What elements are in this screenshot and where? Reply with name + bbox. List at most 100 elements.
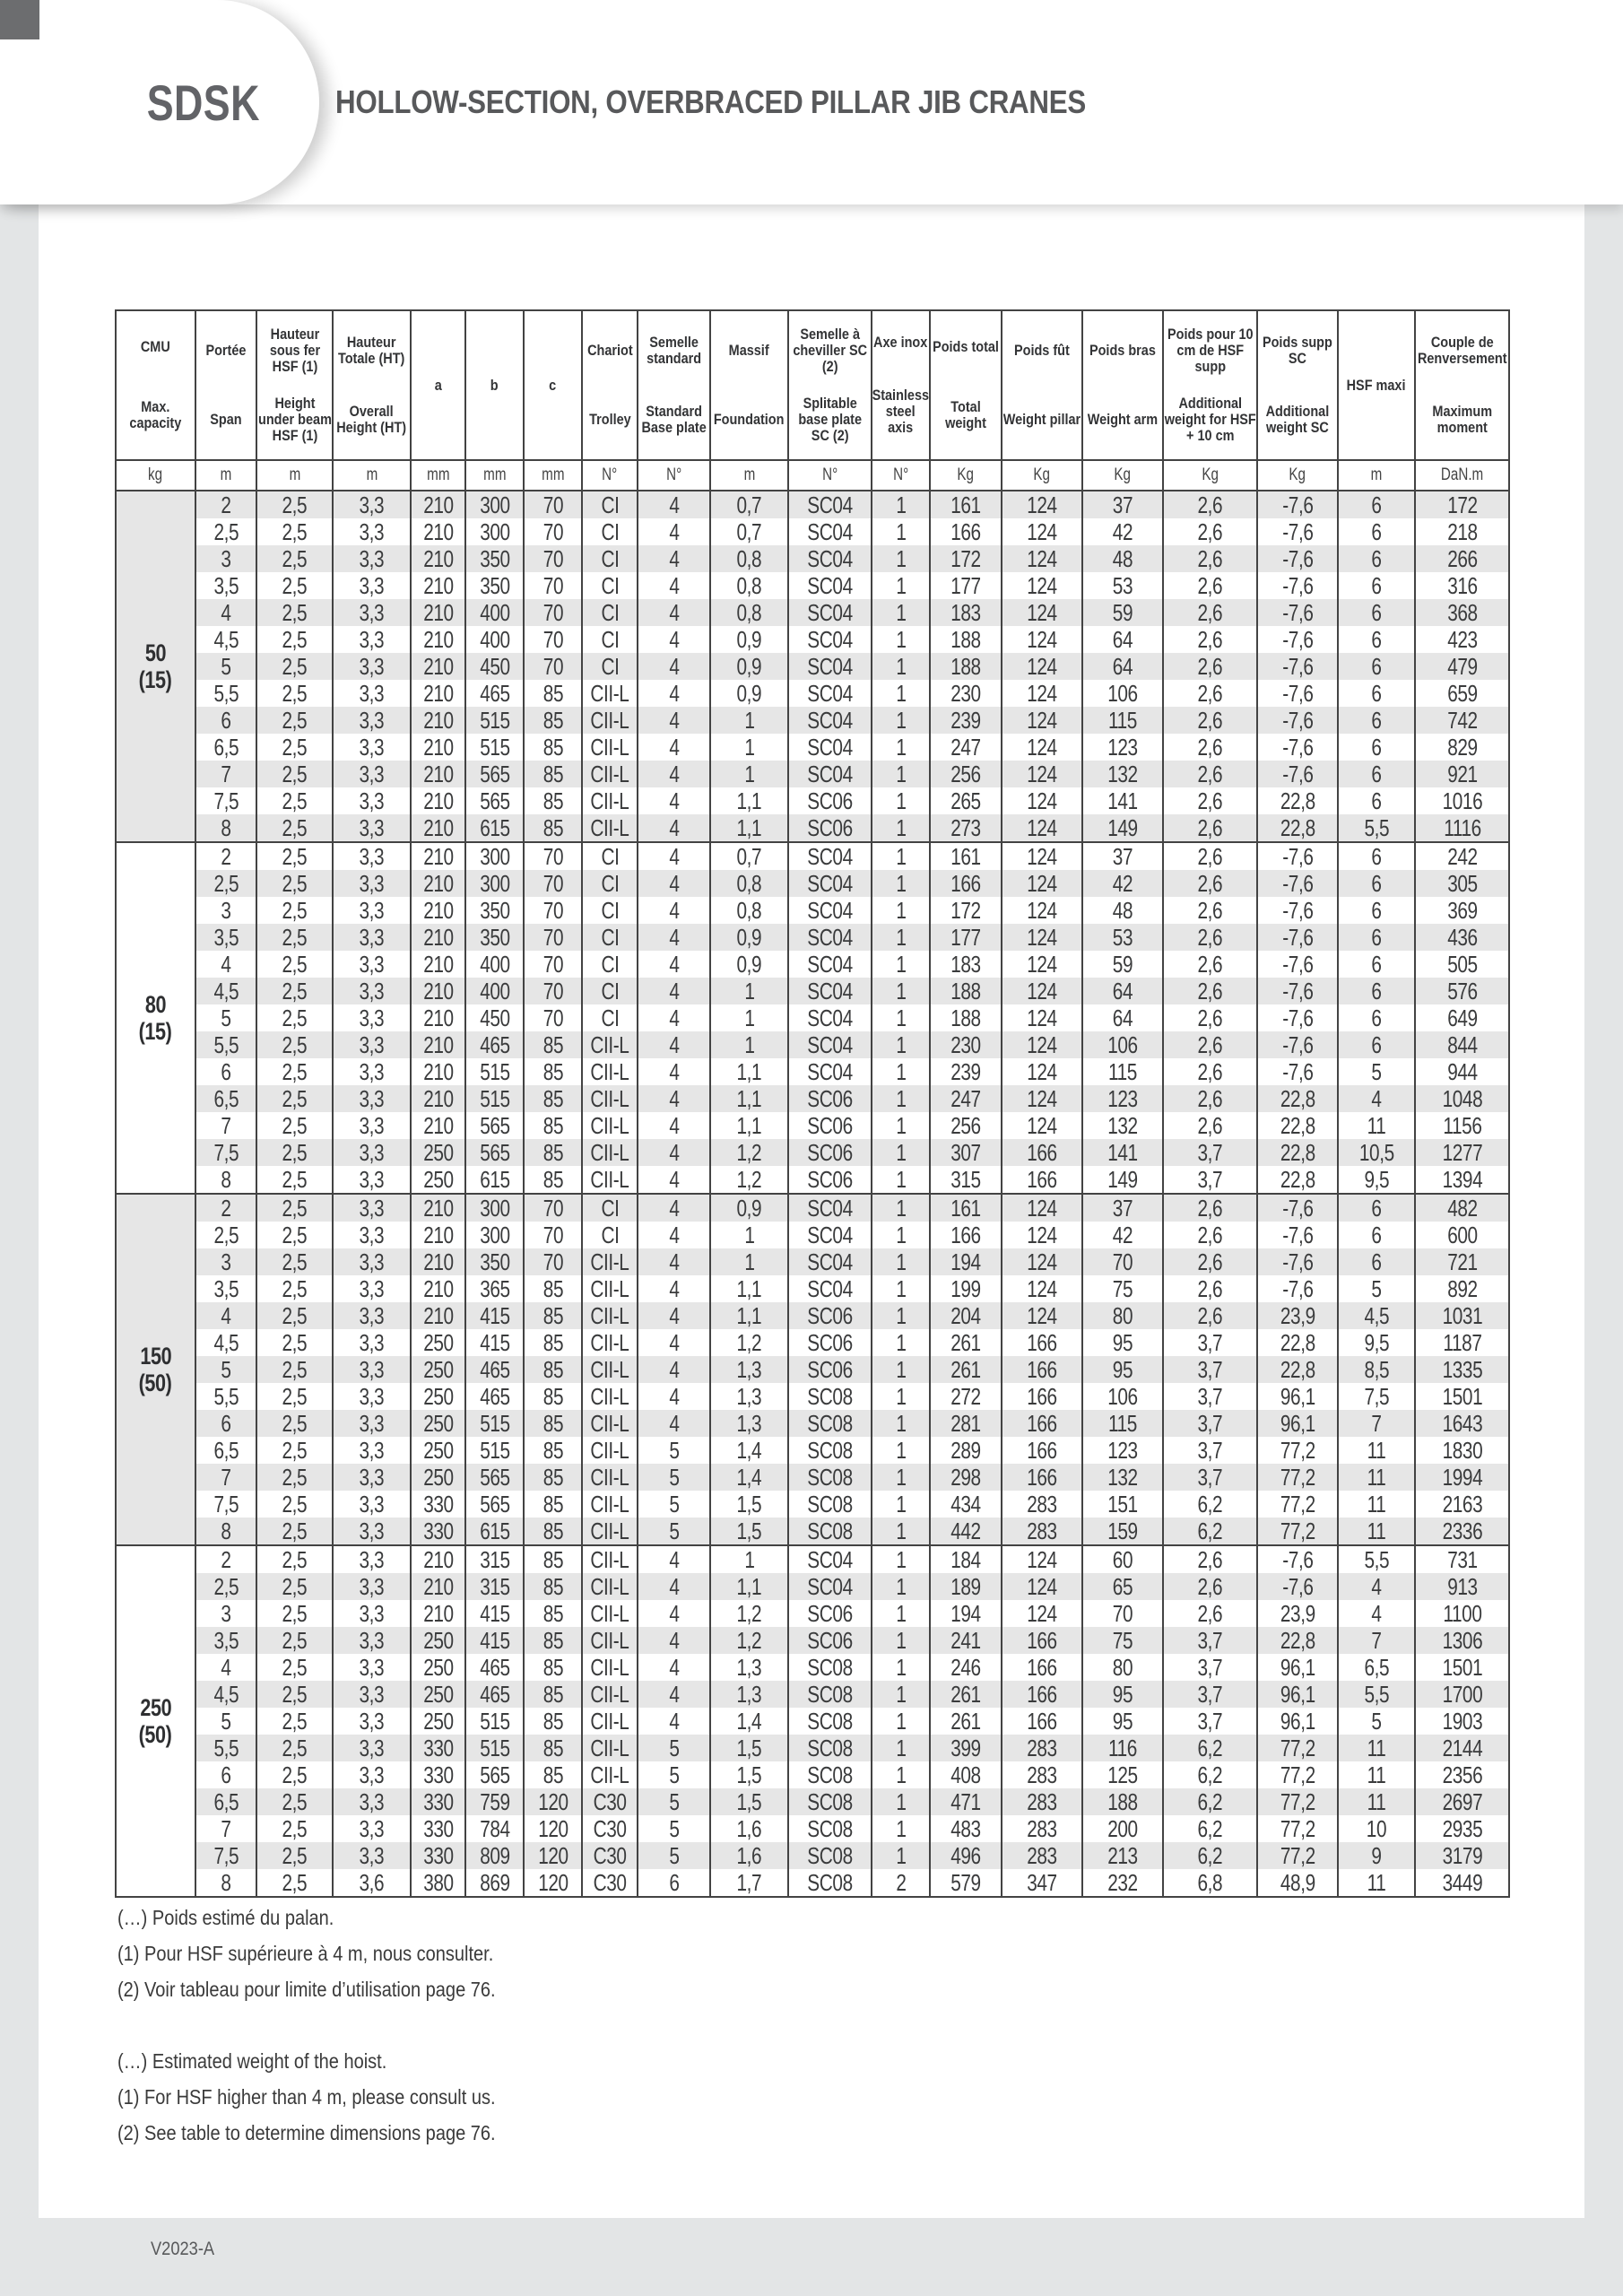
cell-text: SC06 bbox=[807, 1085, 853, 1112]
cell-text: 70 bbox=[542, 897, 563, 924]
cell: 3449 bbox=[1414, 1869, 1510, 1897]
cell: 2,5 bbox=[256, 841, 334, 870]
cell: 85 bbox=[523, 1627, 583, 1654]
cell-text: 172 bbox=[950, 545, 981, 572]
cell-text: CII-L bbox=[590, 1166, 629, 1193]
cell-text: 4 bbox=[668, 843, 680, 870]
cell: 1,5 bbox=[709, 1518, 789, 1545]
cell: 250 bbox=[410, 1383, 466, 1410]
cell: 1,4 bbox=[709, 1437, 789, 1464]
cell-text: 1 bbox=[895, 1735, 907, 1761]
cell-text: 330 bbox=[422, 1761, 454, 1788]
cell: 7 bbox=[195, 1815, 257, 1842]
cell-text: 59 bbox=[1112, 951, 1133, 978]
cell: SC08 bbox=[787, 1383, 872, 1410]
cell-text: CI bbox=[601, 491, 619, 518]
cell: 116 bbox=[1081, 1735, 1164, 1761]
cell-text: 116 bbox=[1108, 1735, 1137, 1761]
cell-text: 3,3 bbox=[359, 1708, 385, 1735]
column-header-labels: Hauteur Totale (HT) Overall Height (HT) bbox=[334, 311, 409, 459]
cell-text: 6 bbox=[221, 707, 231, 734]
cell: 210 bbox=[410, 897, 466, 924]
cell: CI bbox=[581, 978, 638, 1004]
cell-text: -7,6 bbox=[1281, 572, 1314, 599]
cell-text: SC04 bbox=[807, 1058, 853, 1085]
cell-text: CII-L bbox=[590, 680, 629, 707]
cell: 1 bbox=[709, 1544, 789, 1573]
cell-text: 6,5 bbox=[213, 1437, 239, 1464]
cell-text: 892 bbox=[1446, 1275, 1478, 1302]
cell: 2,5 bbox=[256, 599, 334, 626]
cell-text: 166 bbox=[1027, 1681, 1057, 1708]
cell: 1 bbox=[871, 1193, 931, 1222]
cell-text: 5 bbox=[668, 1842, 680, 1869]
corner-marker bbox=[0, 0, 39, 39]
cell: 1501 bbox=[1414, 1383, 1510, 1410]
unit-text: N° bbox=[602, 465, 618, 484]
cell-text: 77,2 bbox=[1280, 1491, 1315, 1518]
cell: 2,6 bbox=[1162, 680, 1258, 707]
cell-text: CII-L bbox=[590, 1085, 629, 1112]
cell-text: SC04 bbox=[807, 1248, 853, 1275]
cell-text: 7 bbox=[221, 1464, 231, 1491]
cell: 565 bbox=[464, 1112, 525, 1139]
column-label-fr-text: CMU bbox=[141, 337, 170, 355]
cell: 330 bbox=[410, 1842, 466, 1869]
cell: SC08 bbox=[787, 1410, 872, 1437]
cell: 85 bbox=[523, 1544, 583, 1573]
cell-text: 65 bbox=[1112, 1573, 1133, 1600]
cell: 247 bbox=[929, 1085, 1002, 1112]
cell-text: 230 bbox=[950, 1031, 981, 1058]
cell-text: 85 bbox=[542, 1356, 563, 1383]
cell: 4 bbox=[637, 870, 711, 897]
cell-text: 177 bbox=[950, 924, 981, 951]
cell-text: 22,8 bbox=[1280, 1166, 1315, 1193]
cell: 42 bbox=[1081, 518, 1164, 545]
spec-table-head: CMU Max. capacity Portée Span Hauteur sous f… bbox=[115, 310, 1510, 491]
cell: 70 bbox=[523, 653, 583, 680]
cell-text: 37 bbox=[1112, 1195, 1133, 1222]
cell: 1306 bbox=[1414, 1627, 1510, 1654]
column-label-en: Splitable base plate SC (2) bbox=[790, 395, 870, 444]
cell-text: 1,2 bbox=[736, 1166, 762, 1193]
cell-text: 6 bbox=[1371, 680, 1382, 707]
cell-text: -7,6 bbox=[1281, 734, 1314, 761]
cell-text: 5 bbox=[668, 1491, 680, 1518]
cell: 0,7 bbox=[709, 841, 789, 870]
cell-text: 1,2 bbox=[736, 1627, 762, 1654]
cell-text: 2,5 bbox=[282, 1195, 308, 1222]
cell-text: 70 bbox=[542, 924, 563, 951]
table-row: 3 2,5 3,3 210 415 85 CII-L 4 1,2 SC06 1 194 124 70 2,6… bbox=[116, 1600, 1510, 1627]
cell: 194 bbox=[929, 1248, 1002, 1275]
cell-text: 23,9 bbox=[1280, 1302, 1315, 1329]
column-header-labels: Poids total Total weight bbox=[932, 311, 1000, 459]
cell: 1,3 bbox=[709, 1654, 789, 1681]
column-label-fr: Couple de Renversement bbox=[1417, 335, 1507, 367]
cell-text: 250 bbox=[422, 1139, 454, 1166]
cell-text: SC08 bbox=[807, 1410, 853, 1437]
cell-text: 210 bbox=[422, 653, 454, 680]
cell-text: 9 bbox=[1371, 1842, 1382, 1869]
page-title-text: HOLLOW-SECTION, OVERBRACED PILLAR JIB CR… bbox=[335, 83, 1087, 120]
cell: 869 bbox=[464, 1869, 525, 1897]
cell-text: 1 bbox=[895, 1600, 907, 1627]
cell: 3,3 bbox=[332, 897, 412, 924]
cell-text: 8 bbox=[221, 1166, 231, 1193]
group-capacity-sub: (50) bbox=[117, 1370, 194, 1396]
cell: 210 bbox=[410, 1275, 466, 1302]
cell: 3,3 bbox=[332, 1302, 412, 1329]
cell-text: 4 bbox=[668, 1356, 680, 1383]
cell-text: 5 bbox=[668, 1788, 680, 1815]
cell: 3,3 bbox=[332, 841, 412, 870]
cell: 1 bbox=[871, 1004, 931, 1031]
cell-text: 77,2 bbox=[1280, 1761, 1315, 1788]
cell-text: 2 bbox=[221, 843, 231, 870]
cell: SC06 bbox=[787, 1085, 872, 1112]
cell: 188 bbox=[929, 626, 1002, 653]
cell: 3,7 bbox=[1162, 1139, 1258, 1166]
cell: 210 bbox=[410, 841, 466, 870]
cell-text: 3,3 bbox=[359, 1842, 385, 1869]
cell: 3,3 bbox=[332, 951, 412, 978]
cell: 11 bbox=[1337, 1491, 1416, 1518]
cell-text: 124 bbox=[1027, 1275, 1057, 1302]
